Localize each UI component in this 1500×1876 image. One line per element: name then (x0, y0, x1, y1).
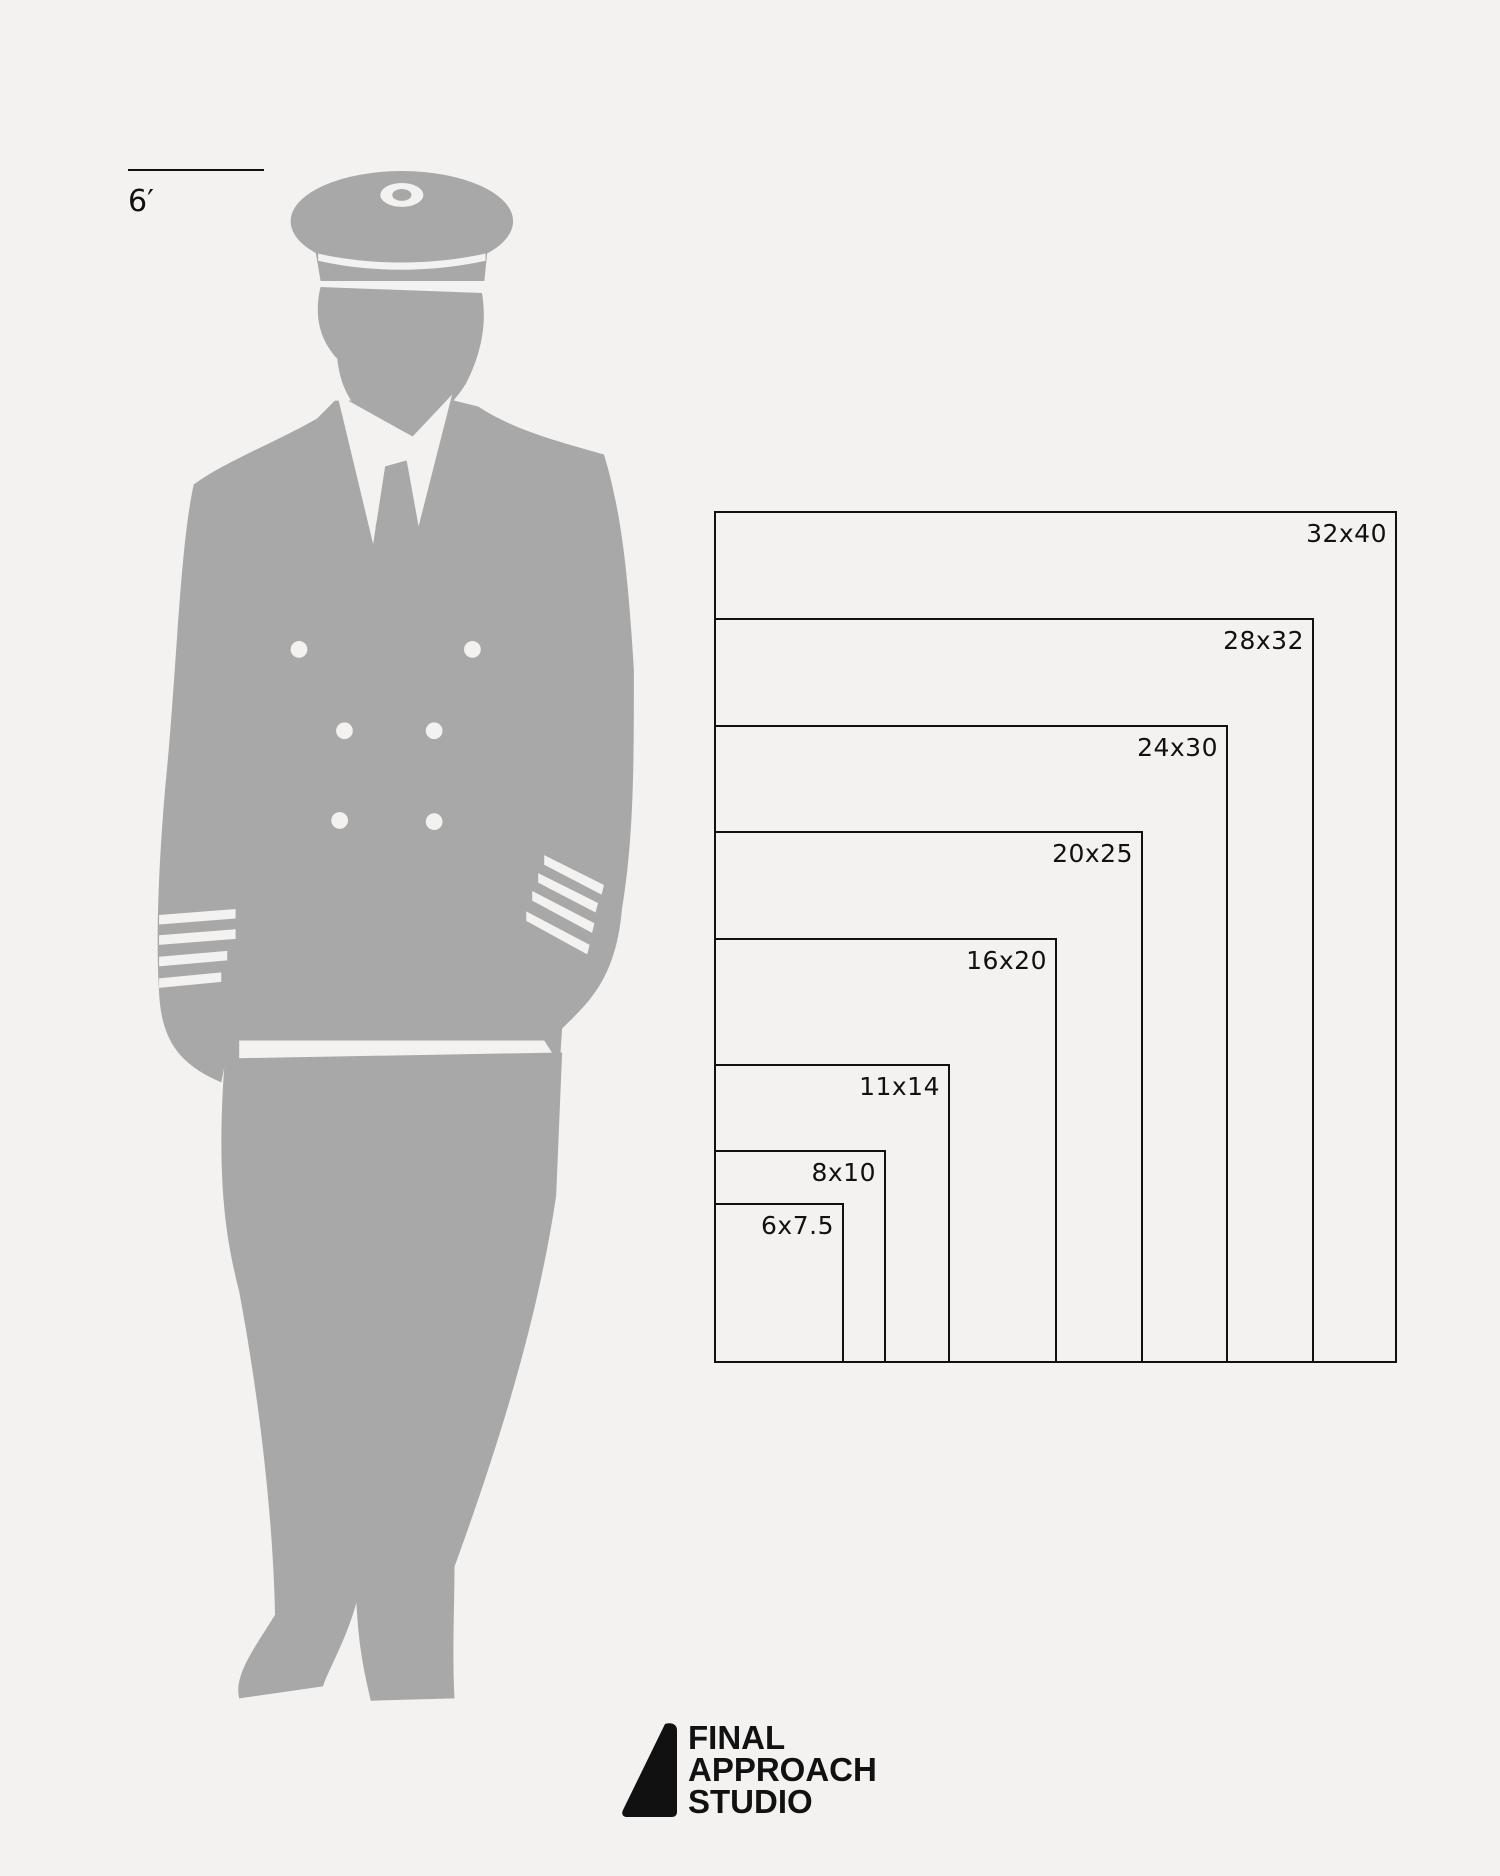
frame-label: 11x14 (859, 1072, 940, 1101)
frame-8x10: 8x10 (714, 1150, 886, 1363)
frame-11x14: 11x14 (714, 1064, 950, 1363)
frame-28x32: 28x32 (714, 618, 1314, 1363)
logo-line-2: APPROACH (688, 1751, 877, 1788)
frame-16x20: 16x20 (714, 938, 1057, 1363)
frame-20x25: 20x25 (714, 831, 1143, 1363)
height-marker-label: 6′ (128, 184, 154, 219)
frame-label: 24x30 (1137, 733, 1218, 762)
frame-label: 28x32 (1223, 626, 1304, 655)
frame-6x7-5: 6x7.5 (714, 1203, 844, 1363)
frame-label: 20x25 (1052, 839, 1133, 868)
logo-line-1: FINAL (688, 1719, 786, 1756)
logo-line-3: STUDIO (688, 1783, 813, 1820)
frame-label: 6x7.5 (761, 1211, 834, 1240)
frame-label: 32x40 (1306, 519, 1387, 548)
frame-label: 8x10 (811, 1158, 876, 1187)
height-marker-line (128, 169, 264, 171)
logo-wedge-icon (622, 1723, 677, 1817)
frame-label: 16x20 (966, 946, 1047, 975)
frame-24x30: 24x30 (714, 725, 1228, 1363)
